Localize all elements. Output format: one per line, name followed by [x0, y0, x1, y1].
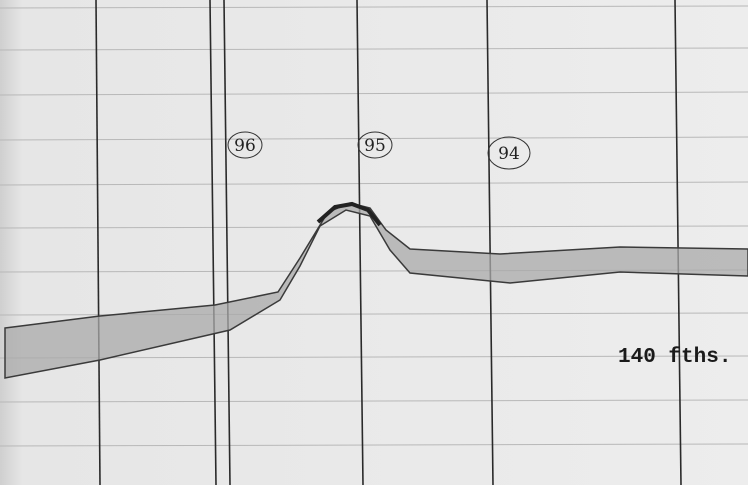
fix-circle [227, 131, 263, 159]
fix-circle [487, 136, 531, 170]
fix-label: 94 [498, 144, 520, 164]
fix-circle [357, 131, 393, 159]
depth-label: 140 fths. [618, 346, 731, 369]
peak-echo [316, 201, 382, 227]
vertical-fix-lines [95, 0, 682, 485]
seabed-echo [4, 202, 748, 379]
fix-label: 95 [364, 136, 386, 156]
fix-markers: 96 95 94 [227, 131, 531, 170]
horizontal-grid [0, 5, 748, 447]
fix-label: 96 [234, 136, 256, 156]
